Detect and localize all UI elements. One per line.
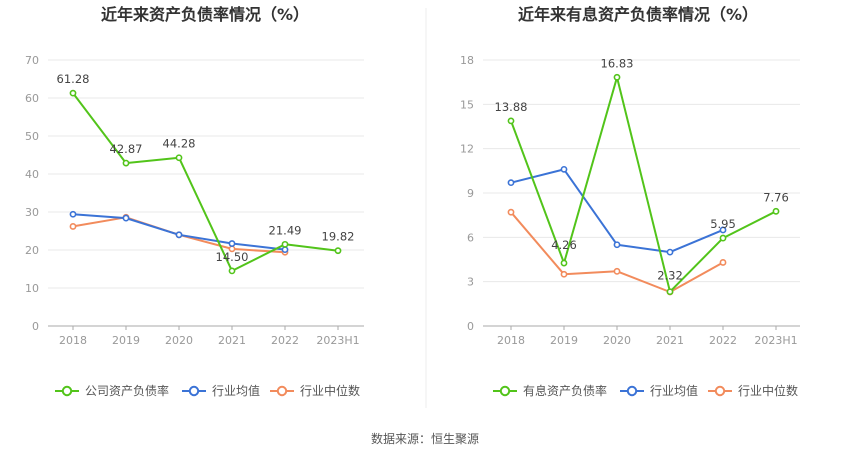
y-tick-label: 0 [32,320,39,333]
data-point [334,247,342,255]
legend-item-3: 行业中位数 [708,383,798,398]
series-line-3 [510,211,724,293]
data-point [507,117,515,125]
y-tick-label: 12 [460,143,474,156]
legend-swatch-marker [61,385,73,397]
data-point [666,248,674,256]
data-point [507,208,515,216]
data-point [719,234,727,242]
y-tick-label: 40 [25,168,39,181]
data-point [281,240,289,248]
data-point [666,288,674,296]
y-tick-label: 18 [460,54,474,67]
y-tick-label: 6 [467,231,474,244]
chart-title: 近年来资产负债率情况（%） [101,5,309,24]
source-label: 数据来源：恒生聚源 [371,431,479,446]
x-tick-label: 2018 [497,334,525,347]
data-point [560,270,568,278]
data-point [560,165,568,173]
data-point [175,154,183,162]
data-label: 44.28 [163,137,196,151]
data-label: 21.49 [269,223,302,237]
series-line-1 [72,92,339,272]
y-tick-label: 10 [25,282,39,295]
legend-label: 公司资产负债率 [85,383,169,398]
data-label: 7.76 [763,190,789,204]
legend-swatch-marker [276,385,288,397]
y-tick-label: 20 [25,244,39,257]
data-label: 13.88 [495,100,528,114]
legend-swatch-marker [188,385,200,397]
x-tick-label: 2018 [59,334,87,347]
legend-swatch-marker [499,385,511,397]
data-label: 42.87 [110,142,143,156]
legend-swatch-marker [626,385,638,397]
data-point [772,207,780,215]
y-tick-label: 0 [467,320,474,333]
data-label: 4.26 [551,238,577,252]
y-tick-label: 15 [460,98,474,111]
x-tick-label: 2020 [165,334,193,347]
data-label: 61.28 [57,72,90,86]
data-label: 16.83 [601,56,634,70]
data-point [69,223,77,230]
data-point [69,210,77,218]
data-label: 19.82 [322,230,355,244]
data-point [613,241,621,249]
data-point [507,179,515,187]
legend-label: 行业中位数 [300,383,360,398]
x-tick-label: 2023H1 [754,334,797,347]
y-tick-label: 70 [25,54,39,67]
x-tick-label: 2019 [550,334,578,347]
legend-swatch-marker [714,385,726,397]
data-point [122,159,130,167]
legend-item-2: 行业均值 [620,383,698,398]
x-tick-label: 2020 [603,334,631,347]
y-tick-label: 3 [467,276,474,289]
chart-panel-2: 近年来有息资产负债率情况（%） 0 3 6 9 12 15 18 2018 2019 2020 202… [460,5,800,398]
legend-item-2: 行业均值 [182,383,260,398]
x-tick-label: 2021 [656,334,684,347]
y-tick-label: 50 [25,130,39,143]
legend-label: 行业中位数 [738,383,798,398]
x-tick-label: 2022 [709,334,737,347]
data-point [228,267,236,275]
legend-label: 有息资产负债率 [523,383,607,398]
legend-item-1: 公司资产负债率 [55,383,169,398]
legend-item-1: 有息资产负债率 [493,383,607,398]
data-point [281,246,289,254]
data-point [228,240,236,247]
y-tick-label: 60 [25,92,39,105]
chart-panel-1: 近年来资产负债率情况（%） 0 10 20 30 40 50 60 70 2018 2019 2020… [25,5,364,398]
data-point [719,259,727,266]
y-tick-label: 9 [467,187,474,200]
y-tick-label: 30 [25,206,39,219]
data-label: 14.50 [216,250,249,264]
data-label: 5.95 [710,217,736,231]
x-tick-label: 2021 [218,334,246,347]
data-point [69,89,77,97]
data-point [613,73,621,81]
x-tick-label: 2023H1 [316,334,359,347]
data-point [122,214,130,222]
data-label: 2.32 [657,269,683,283]
x-tick-label: 2022 [271,334,299,347]
x-tick-label: 2019 [112,334,140,347]
data-point [175,231,183,239]
legend-label: 行业均值 [650,383,698,398]
series-line-1 [510,76,777,293]
legend-label: 行业均值 [212,383,260,398]
chart-title: 近年来有息资产负债率情况（%） [518,5,758,24]
data-point [560,259,568,267]
data-point [613,267,621,275]
legend-item-3: 行业中位数 [270,383,360,398]
data-point [719,226,727,234]
series-line-2 [510,168,724,254]
